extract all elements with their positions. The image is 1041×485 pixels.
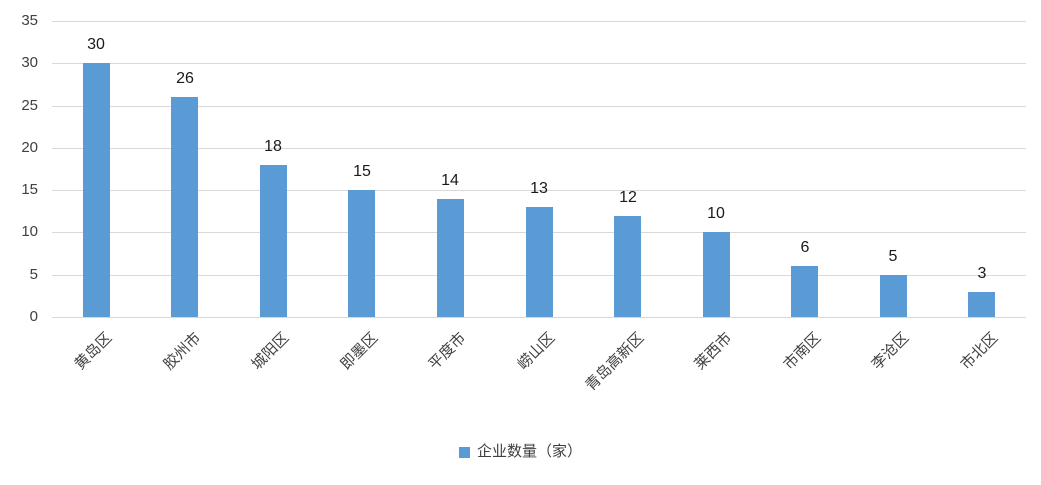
y-axis-tick-label: 25 [21,97,38,114]
y-axis-tick-label: 0 [29,308,38,325]
x-axis-tick-label: 黄岛区 [71,329,116,374]
bar-胶州市 [171,97,198,317]
gridline [52,21,1026,22]
gridline [52,148,1026,149]
bar-value-label: 13 [530,180,548,197]
x-axis-tick-label: 即墨区 [337,329,382,374]
bar-value-label: 6 [800,239,810,256]
bar-市北区 [968,292,995,317]
x-axis-tick-label: 崂山区 [514,329,559,374]
x-axis-tick-label: 平度市 [425,329,470,374]
bar-value-label: 18 [264,138,282,155]
bar-value-label: 15 [353,163,371,180]
legend-marker-swatch [458,446,470,458]
y-axis-tick-label: 15 [21,181,38,198]
gridline [52,317,1026,318]
y-axis-tick-label: 30 [21,54,38,71]
gridline [52,63,1026,64]
bar-青岛高新区 [614,216,641,317]
x-axis-tick-label: 市南区 [780,329,825,374]
x-axis-tick-label: 胶州市 [160,329,205,374]
bar-value-label: 14 [441,172,459,189]
bar-城阳区 [260,165,287,317]
x-axis-tick-label: 市北区 [957,329,1002,374]
legend: 企业数量（家） [0,443,1041,461]
x-axis-tick-label: 青岛高新区 [582,329,648,395]
x-axis-tick-label: 李沧区 [868,329,913,374]
y-axis-tick-label: 35 [21,12,38,29]
legend-series-label: 企业数量（家） [476,443,582,460]
y-axis-tick-label: 20 [21,139,38,156]
y-axis-tick-label: 10 [21,223,38,240]
x-axis-tick-label: 莱西市 [691,329,736,374]
bar-莱西市 [703,232,730,317]
bar-崂山区 [526,207,553,317]
bar-value-label: 3 [977,265,987,282]
y-axis-tick-label: 5 [29,266,38,283]
gridline [52,190,1026,191]
bar-value-label: 5 [888,248,898,265]
bar-李沧区 [880,275,907,317]
bar-市南区 [791,266,818,317]
bar-value-label: 30 [87,36,105,53]
bar-value-label: 12 [619,189,637,206]
gridline [52,106,1026,107]
x-axis-tick-label: 城阳区 [248,329,293,374]
bar-value-label: 26 [176,70,194,87]
bar-即墨区 [348,190,375,317]
bar-黄岛区 [83,63,110,317]
bar-平度市 [437,199,464,317]
bar-value-label: 10 [707,205,725,222]
